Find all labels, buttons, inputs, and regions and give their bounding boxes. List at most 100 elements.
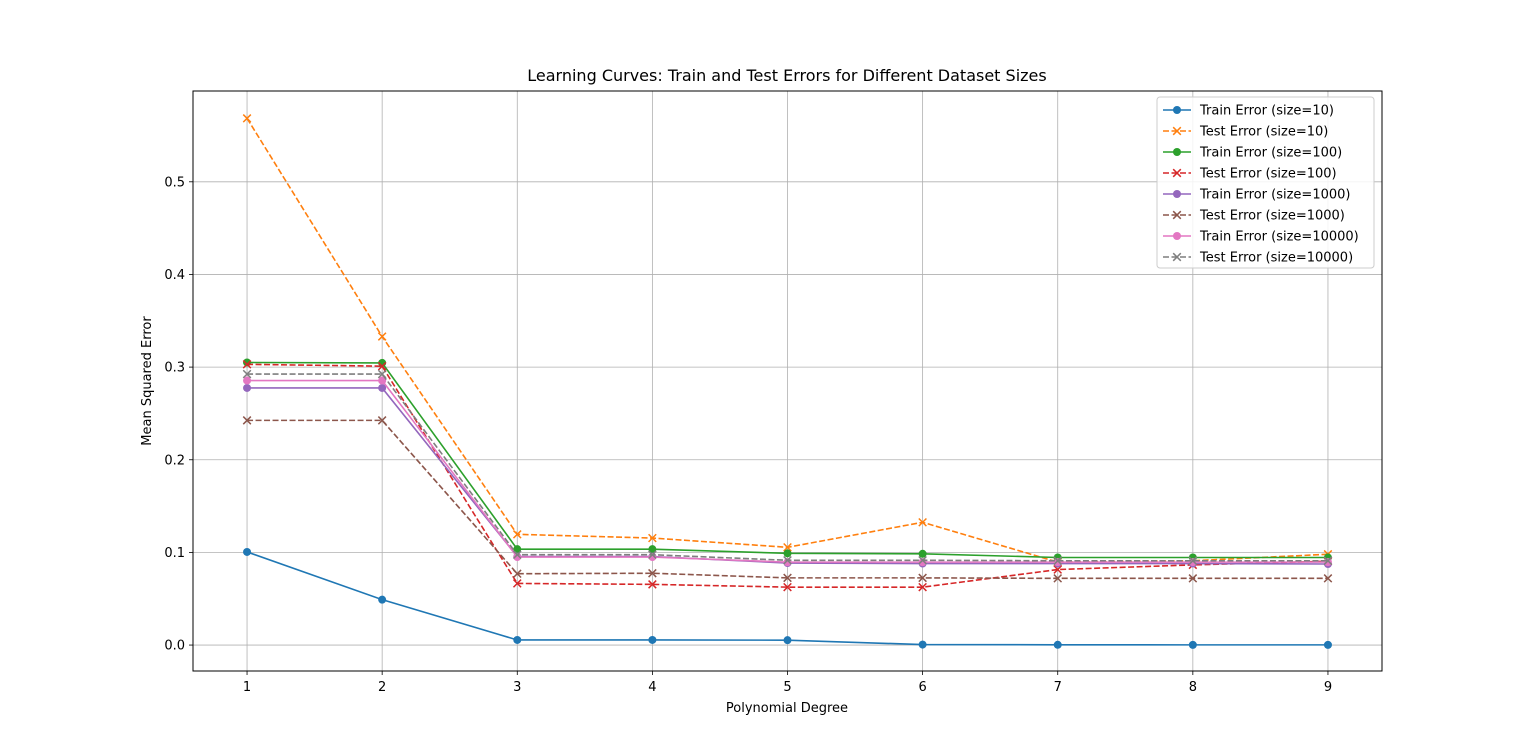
data-point: [648, 580, 657, 589]
data-point: [377, 361, 387, 371]
data-point: [783, 542, 792, 552]
legend-marker: [1173, 190, 1181, 198]
data-point: [243, 376, 252, 385]
data-point: [512, 579, 522, 588]
data-point: [242, 359, 252, 369]
series-line: [247, 363, 1328, 588]
series-8: [242, 369, 1333, 566]
data-point: [378, 595, 387, 604]
y-tick-label: 0.3: [164, 361, 185, 376]
data-point: [918, 640, 927, 649]
legend-marker: [1173, 232, 1181, 240]
legend-item: Test Error (size=10000): [1163, 251, 1353, 266]
data-point: [513, 635, 522, 644]
data-point: [1188, 640, 1197, 649]
legend-label: Train Error (size=100): [1199, 146, 1342, 161]
series-layer: [242, 114, 1333, 649]
data-point: [1053, 556, 1063, 566]
data-point: [918, 555, 927, 565]
x-tick-label: 4: [648, 680, 656, 695]
legend-label: Train Error (size=10): [1199, 104, 1334, 119]
chart-title: Learning Curves: Train and Test Errors f…: [527, 66, 1046, 85]
data-point: [513, 545, 522, 554]
data-point: [648, 568, 657, 578]
data-point: [648, 550, 657, 560]
legend-item: Train Error (size=100): [1163, 146, 1342, 161]
x-tick-label: 7: [1054, 680, 1062, 695]
data-point: [783, 549, 792, 558]
x-axis-ticks: 1 2 3 4 5 6 7 8 9: [243, 671, 1332, 695]
legend-item: Train Error (size=10): [1163, 104, 1334, 119]
series-6: [242, 416, 1333, 583]
data-point: [1188, 556, 1198, 566]
x-tick-label: 9: [1324, 680, 1332, 695]
legend-item: Test Error (size=1000): [1163, 209, 1345, 224]
data-point: [918, 549, 927, 558]
y-axis-label: Mean Squared Error: [140, 316, 155, 446]
y-axis-ticks: 0.0 0.1 0.2 0.3 0.4 0.5: [164, 175, 193, 654]
data-point: [648, 533, 657, 543]
series-line: [247, 419, 1328, 580]
data-point: [377, 416, 387, 425]
legend-marker: [1172, 252, 1182, 262]
series-3: [243, 358, 1332, 562]
data-point: [783, 582, 792, 592]
data-point: [512, 550, 522, 560]
legend-label: Test Error (size=100): [1199, 167, 1337, 182]
legend-box: [1156, 96, 1375, 269]
data-point: [243, 383, 252, 392]
data-point: [783, 636, 792, 645]
data-point: [1053, 640, 1062, 649]
x-tick-label: 2: [378, 680, 386, 695]
data-point: [242, 416, 252, 425]
data-point: [378, 383, 387, 392]
data-point: [378, 376, 387, 385]
data-point: [512, 569, 522, 579]
legend-marker: [1172, 168, 1182, 178]
x-tick-label: 8: [1189, 680, 1197, 695]
data-point: [1323, 556, 1333, 566]
data-point: [1053, 558, 1062, 567]
x-tick-label: 5: [783, 680, 791, 695]
data-point: [648, 635, 657, 644]
series-1: [243, 547, 1332, 649]
y-tick-label: 0.0: [164, 639, 185, 654]
data-point: [242, 114, 252, 123]
data-point: [918, 582, 927, 592]
data-point: [1053, 565, 1063, 574]
y-tick-label: 0.5: [164, 175, 185, 190]
legend-marker: [1172, 210, 1182, 220]
x-tick-label: 3: [513, 680, 521, 695]
data-point: [783, 555, 792, 565]
series-7: [243, 376, 1332, 567]
data-point: [512, 530, 522, 539]
data-point: [1188, 574, 1198, 583]
legend-marker: [1173, 106, 1181, 114]
data-point: [648, 545, 657, 554]
x-tick-label: 6: [918, 680, 926, 695]
data-point: [1323, 558, 1332, 567]
data-point: [1323, 640, 1332, 649]
data-point: [1188, 558, 1197, 567]
data-point: [1323, 574, 1333, 583]
x-tick-label: 1: [243, 680, 251, 695]
legend-marker: [1172, 126, 1182, 136]
data-point: [377, 332, 387, 341]
y-tick-label: 0.1: [164, 546, 185, 561]
legend: Train Error (size=10) Test Error (size=10…: [1156, 96, 1375, 269]
legend-item: Test Error (size=100): [1163, 167, 1337, 182]
y-tick-label: 0.2: [164, 453, 185, 468]
legend-item: Train Error (size=10000): [1163, 230, 1359, 245]
data-point: [918, 517, 927, 527]
data-point: [918, 573, 927, 583]
legend-label: Train Error (size=10000): [1199, 230, 1359, 245]
data-point: [243, 547, 252, 556]
x-axis-label: Polynomial Degree: [726, 701, 848, 716]
data-point: [1053, 574, 1063, 583]
legend-label: Test Error (size=1000): [1199, 209, 1345, 224]
legend-marker: [1173, 148, 1181, 156]
data-point: [377, 369, 387, 379]
legend-label: Test Error (size=10000): [1199, 251, 1353, 266]
legend-item: Train Error (size=1000): [1163, 188, 1350, 203]
